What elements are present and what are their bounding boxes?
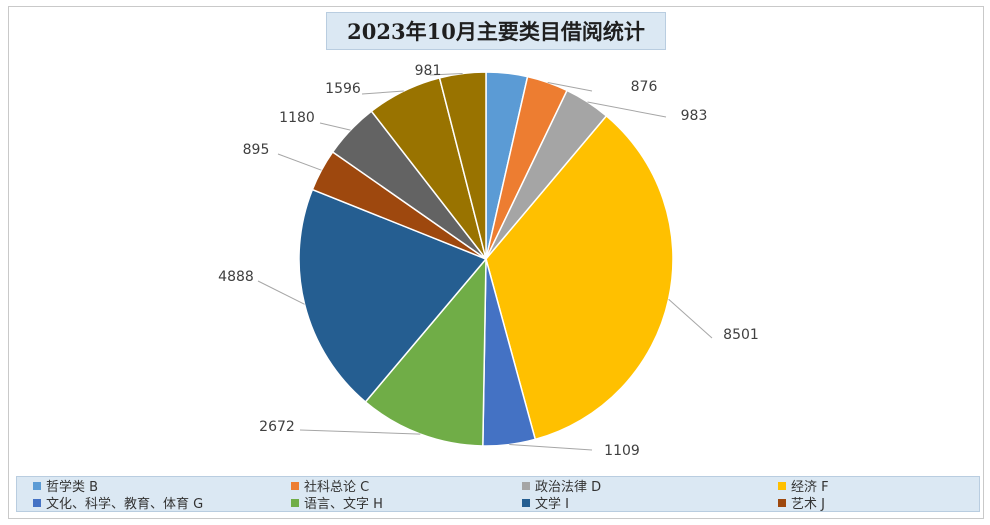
data-label: 8501 [723, 327, 759, 343]
leader-line [361, 90, 404, 95]
chart-legend: 哲学类 B 社科总论 C 政治法律 D 经济 F 文化、科学、教育、体育 G 语言、文字 … [16, 476, 980, 512]
legend-item: 社科总论 C [291, 477, 522, 495]
leader-line [509, 444, 593, 451]
leader-line [547, 82, 593, 92]
legend-label: 哲学类 B [46, 480, 99, 495]
legend-swatch [522, 498, 530, 507]
legend-swatch [33, 498, 41, 507]
chart-title: 2023年10月主要类目借阅统计 [347, 19, 645, 44]
data-label: 2672 [259, 419, 295, 435]
legend-label: 文化、科学、教育、体育 G [46, 497, 204, 512]
legend-label: 语言、文字 H [304, 497, 383, 512]
legend-item: 经济 F [778, 477, 978, 495]
pie-slice [298, 188, 488, 403]
data-label: 983 [681, 108, 708, 124]
legend-item: 艺术 J [778, 494, 978, 512]
chart-title-box: 2023年10月主要类目借阅统计 [326, 12, 666, 50]
legend-item: 哲学类 B [33, 477, 291, 495]
legend-label: 文学 I [535, 497, 569, 512]
legend-label: 经济 F [791, 480, 829, 495]
legend-swatch [778, 498, 786, 507]
leader-line [277, 153, 322, 171]
data-label: 981 [415, 63, 442, 79]
legend-label: 艺术 J [791, 497, 825, 512]
leader-line [668, 298, 713, 339]
leader-line [587, 101, 667, 118]
legend-item: 政治法律 D [522, 477, 778, 495]
legend-item: 文化、科学、教育、体育 G [33, 494, 291, 512]
legend-swatch [291, 498, 299, 507]
pie-slice [364, 256, 487, 447]
legend-swatch [291, 481, 299, 490]
legend-label: 社科总论 C [304, 480, 370, 495]
legend-item: 语言、文字 H [291, 494, 522, 512]
leader-line [299, 429, 421, 435]
legend-swatch [778, 481, 786, 490]
legend-swatch [33, 481, 41, 490]
legend-item: 文学 I [522, 494, 778, 512]
legend-swatch [522, 481, 530, 490]
data-label: 1109 [604, 443, 640, 459]
leader-line [319, 122, 351, 131]
data-label: 895 [243, 142, 270, 158]
data-label: 876 [631, 79, 658, 95]
leader-line [429, 73, 463, 76]
data-label: 1180 [279, 110, 315, 126]
data-label: 4888 [218, 269, 254, 285]
leader-line [257, 280, 305, 305]
legend-label: 政治法律 D [535, 480, 602, 495]
data-label: 1596 [325, 81, 361, 97]
